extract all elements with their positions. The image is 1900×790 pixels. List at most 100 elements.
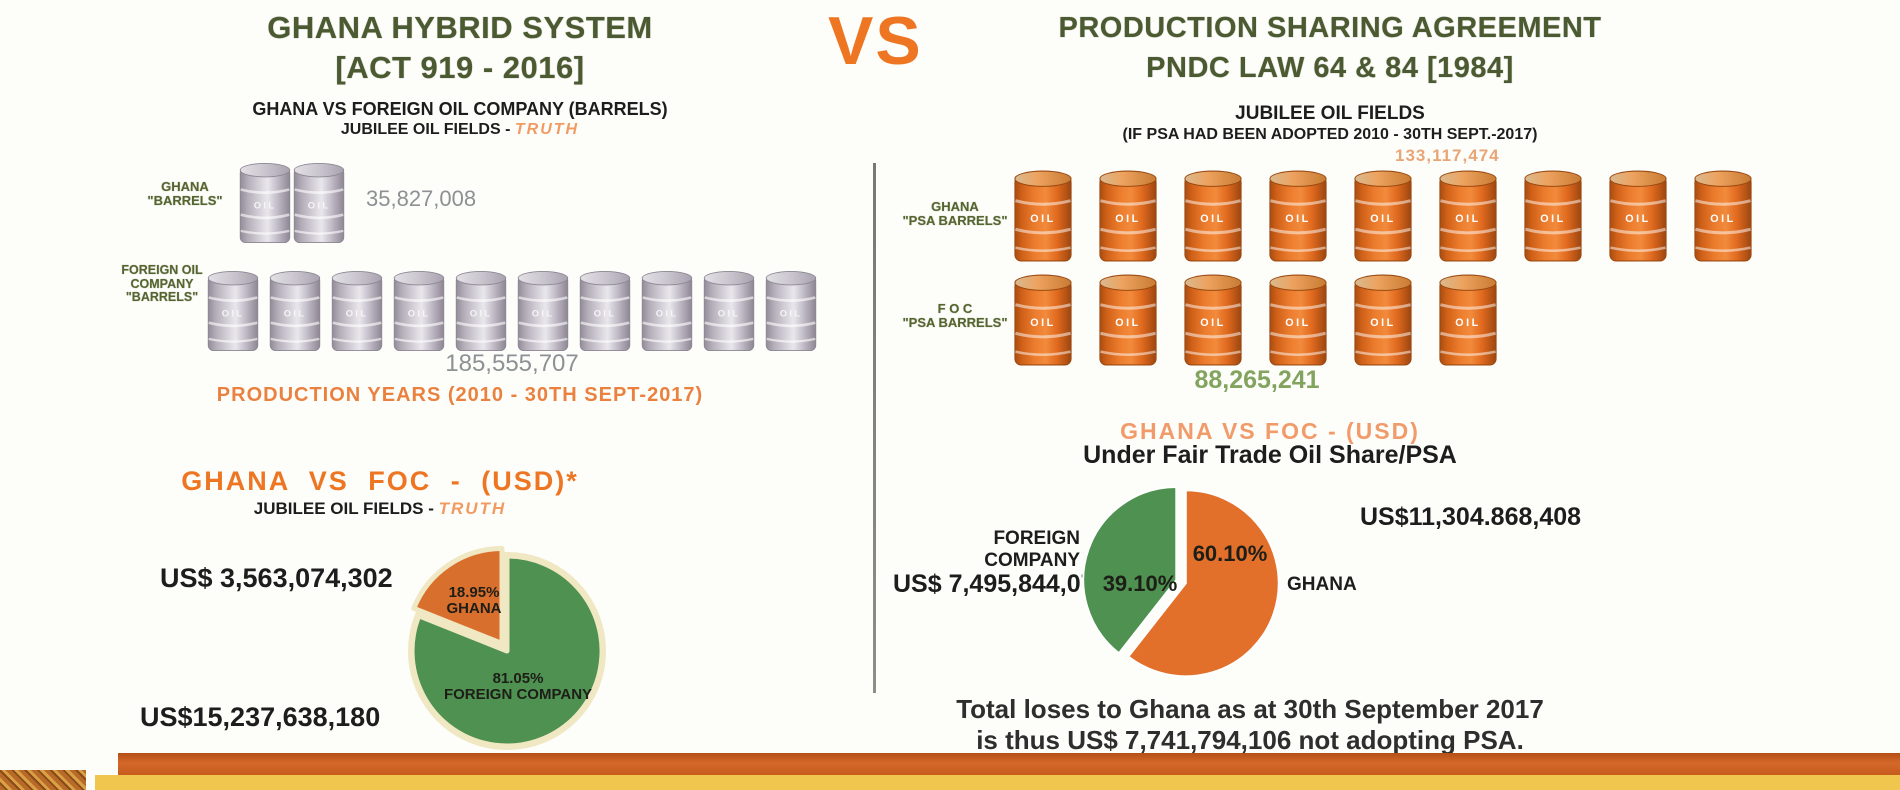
oil-barrel-icon: OIL: [239, 162, 291, 244]
svg-text:OIL: OIL: [1455, 213, 1481, 225]
svg-text:OIL: OIL: [532, 308, 554, 319]
oil-barrel-icon: OIL: [1014, 274, 1072, 366]
panel-divider: [873, 163, 876, 693]
left-pie-title: GHANA VS FOC - (USD)*: [181, 466, 579, 496]
right-pie-ghana-pct: 60.10%: [1192, 541, 1268, 566]
oil-barrel-icon: OIL: [1184, 170, 1242, 262]
right-pie-ghana-label: GHANA: [1287, 574, 1357, 595]
vs-label: VS: [828, 3, 923, 79]
foc-psa-value: 88,265,241: [1194, 366, 1320, 394]
left-title-line2: [ACT 919 - 2016]: [335, 50, 585, 85]
svg-text:OIL: OIL: [1370, 317, 1396, 329]
right-pie-ghana-value: US$11,304.868,408: [1360, 503, 1582, 531]
oil-barrel-icon: OIL: [1354, 274, 1412, 366]
ghana-psa-value: 133,117,474: [1395, 146, 1500, 165]
svg-text:OIL: OIL: [1285, 317, 1311, 329]
svg-text:OIL: OIL: [718, 308, 740, 319]
left-pie-chart: 18.95% GHANA 81.05% FOREIGN COMPANY: [396, 545, 618, 757]
left-subtitle: GHANA VS FOREIGN OIL COMPANY (BARRELS): [252, 99, 668, 119]
left-pie-subtitle: JUBILEE OIL FIELDS - TRUTH: [140, 499, 620, 519]
svg-text:OIL: OIL: [284, 308, 306, 319]
right-pie-foc-value: US$ 7,495,844,074: [893, 570, 1109, 598]
oil-barrel-icon: OIL: [1609, 170, 1667, 262]
production-years-caption: PRODUCTION YEARS (2010 - 30TH SEPT-2017): [216, 384, 704, 406]
oil-barrel-icon: OIL: [1269, 274, 1327, 366]
oil-barrel-icon: OIL: [641, 270, 693, 352]
oil-barrel-icon: OIL: [1014, 170, 1072, 262]
oil-barrel-icon: OIL: [207, 270, 259, 352]
footnote: Total loses to Ghana as at 30th Septembe…: [930, 694, 1570, 756]
left-subtitle2-prefix: JUBILEE OIL FIELDS -: [340, 121, 515, 138]
left-pie-subtitle-prefix: JUBILEE OIL FIELDS -: [253, 499, 439, 518]
oil-barrel-icon: OIL: [1099, 170, 1157, 262]
svg-text:OIL: OIL: [1115, 213, 1141, 225]
oil-barrel-icon: OIL: [517, 270, 569, 352]
svg-text:OIL: OIL: [254, 200, 276, 211]
footnote-line1: Total loses to Ghana as at 30th Septembe…: [956, 694, 1544, 724]
corner-artwork: [0, 770, 86, 790]
oil-barrel-icon: OIL: [1099, 274, 1157, 366]
ghana-barrels-row: OIL OIL: [238, 160, 346, 246]
oil-barrel-icon: OIL: [579, 270, 631, 352]
svg-text:OIL: OIL: [1370, 213, 1396, 225]
left-pie-foc-value: US$15,237,638,180: [140, 702, 381, 732]
left-pie-svg: [408, 546, 606, 750]
svg-text:OIL: OIL: [656, 308, 678, 319]
oil-barrel-icon: OIL: [269, 270, 321, 352]
svg-text:OIL: OIL: [1200, 317, 1226, 329]
foc-barrels-label: FOREIGN OIL COMPANY "BARRELS": [121, 263, 203, 304]
right-pie-subtitle: Under Fair Trade Oil Share/PSA: [1083, 441, 1457, 469]
svg-text:OIL: OIL: [1200, 213, 1226, 225]
svg-text:OIL: OIL: [1540, 213, 1566, 225]
oil-barrel-icon: OIL: [1269, 170, 1327, 262]
foc-barrels-row: OIL OIL OIL OIL OIL OIL: [206, 268, 826, 354]
right-subtitle: JUBILEE OIL FIELDS: [1235, 103, 1425, 124]
red-stripe: [118, 753, 1900, 775]
foc-psa-barrels-label: F O C "PSA BARRELS": [902, 301, 1008, 330]
foc-psa-barrels-row: OIL OIL OIL OIL OIL OIL: [1012, 272, 1522, 368]
svg-text:OIL: OIL: [1030, 213, 1056, 225]
foc-barrels-value: 185,555,707: [445, 350, 579, 377]
svg-text:OIL: OIL: [308, 200, 330, 211]
svg-text:OIL: OIL: [1285, 213, 1311, 225]
oil-barrel-icon: OIL: [393, 270, 445, 352]
oil-barrel-icon: OIL: [293, 162, 345, 244]
svg-text:OIL: OIL: [1115, 317, 1141, 329]
right-pie-svg: [1082, 486, 1280, 678]
svg-text:OIL: OIL: [1710, 213, 1736, 225]
left-subtitle2-truth: TRUTH: [514, 121, 580, 138]
oil-barrel-icon: OIL: [1524, 170, 1582, 262]
left-pie-foc-slice-label: 81.05% FOREIGN COMPANY: [443, 670, 593, 704]
oil-barrel-icon: OIL: [1439, 170, 1497, 262]
right-subtitle2: (IF PSA HAD BEEN ADOPTED 2010 - 30TH SEP…: [1122, 126, 1538, 143]
right-pie-foc-pct: 39.10%: [1102, 571, 1178, 596]
right-pie-foc-label: FOREIGN COMPANY: [984, 528, 1080, 571]
svg-text:OIL: OIL: [470, 308, 492, 319]
oil-barrel-icon: OIL: [765, 270, 817, 352]
left-subtitle2: JUBILEE OIL FIELDS - TRUTH: [180, 121, 740, 139]
svg-text:OIL: OIL: [594, 308, 616, 319]
svg-text:OIL: OIL: [1625, 213, 1651, 225]
oil-barrel-icon: OIL: [1354, 170, 1412, 262]
oil-barrel-icon: OIL: [455, 270, 507, 352]
right-pie-chart: 60.10% 39.10%: [1082, 480, 1282, 686]
ghana-psa-barrels-label: GHANA "PSA BARRELS": [902, 199, 1008, 228]
right-title-line2: PNDC LAW 64 & 84 [1984]: [1146, 52, 1514, 84]
right-title-line1: PRODUCTION SHARING AGREEMENT: [1058, 12, 1602, 44]
oil-barrel-icon: OIL: [703, 270, 755, 352]
footnote-line2: is thus US$ 7,741,794,106 not adopting P…: [976, 725, 1524, 755]
ghana-barrels-value: 35,827,008: [366, 186, 477, 211]
left-pie-ghana-value: US$ 3,563,074,302: [160, 563, 393, 593]
oil-barrel-icon: OIL: [331, 270, 383, 352]
oil-barrel-icon: OIL: [1694, 170, 1752, 262]
yellow-stripe: [95, 775, 1900, 790]
svg-text:OIL: OIL: [1455, 317, 1481, 329]
left-pie-subtitle-truth: TRUTH: [438, 499, 507, 518]
svg-text:OIL: OIL: [1030, 317, 1056, 329]
left-title-line1: GHANA HYBRID SYSTEM: [267, 10, 653, 45]
ghana-psa-barrels-row: OIL OIL OIL OIL OIL OIL: [1012, 168, 1777, 264]
oil-barrel-icon: OIL: [1184, 274, 1242, 366]
svg-text:OIL: OIL: [780, 308, 802, 319]
svg-text:OIL: OIL: [346, 308, 368, 319]
